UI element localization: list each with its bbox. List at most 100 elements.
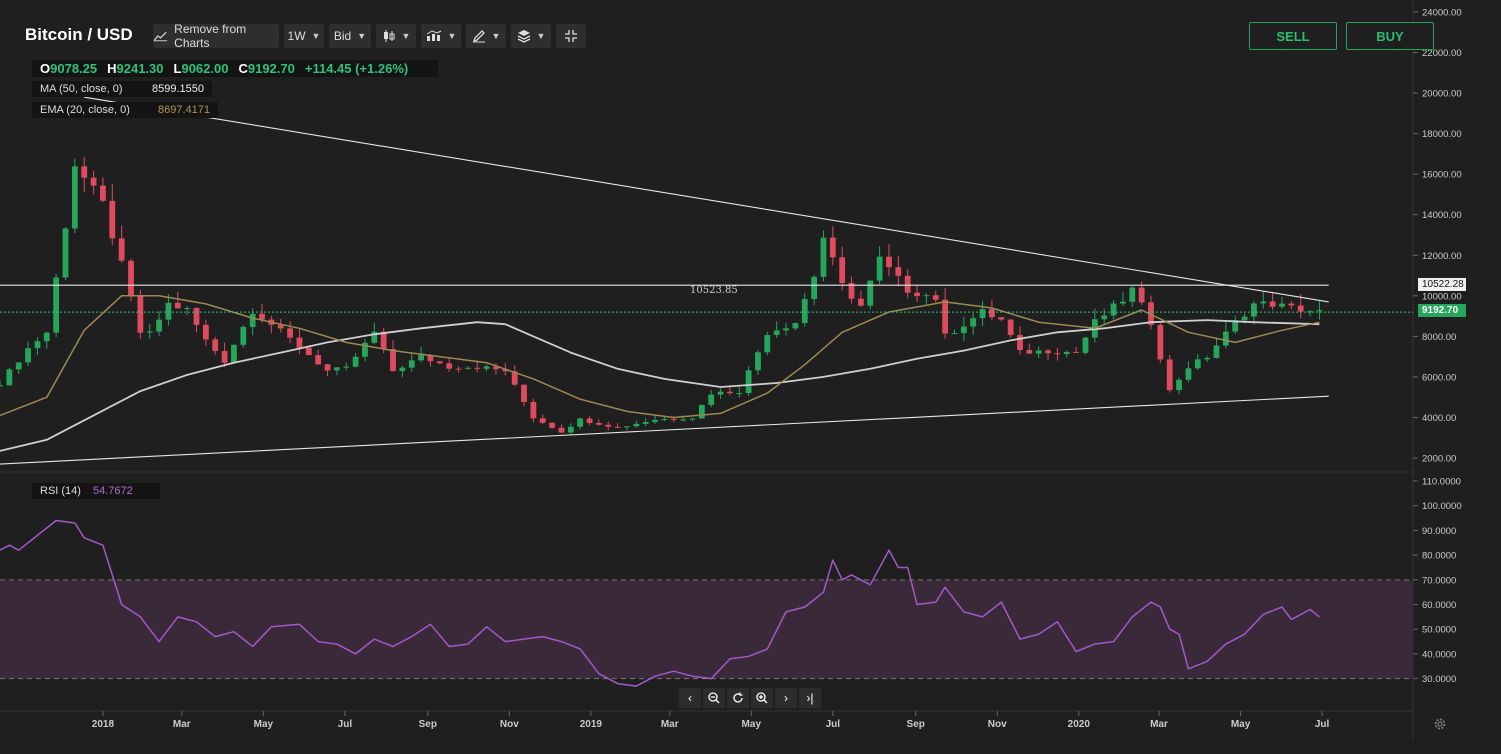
ma50-line	[0, 319, 1320, 452]
ema-legend[interactable]: EMA (20, close, 0) 8697.4171	[32, 102, 218, 118]
candle-body	[287, 328, 293, 338]
candle-body	[1017, 334, 1023, 350]
candle-body	[455, 368, 462, 370]
rsi-tick-label: 70.0000	[1422, 575, 1456, 586]
interval-dropdown[interactable]: 1W ▼	[284, 24, 324, 48]
candle-body	[296, 337, 303, 348]
candle-body	[558, 427, 565, 433]
ohlc-legend: O 9078.25 H 9241.30 L 9062.00 C 9192.70 +114…	[32, 60, 438, 77]
time-tick-label: Mar	[661, 719, 679, 730]
candle-body	[109, 200, 116, 239]
candle-body	[1045, 350, 1051, 354]
rsi-label: RSI (14)	[40, 485, 81, 497]
candle-body	[502, 369, 509, 372]
ma-value: 8599.1550	[152, 83, 204, 95]
candle-body	[333, 367, 340, 371]
low-key: L	[173, 61, 182, 76]
candle-body	[53, 277, 60, 333]
candle-body	[614, 426, 621, 428]
buy-button[interactable]: BUY	[1346, 22, 1434, 50]
candle-body	[1204, 357, 1211, 360]
candle-body	[914, 292, 920, 297]
zoom-in-icon	[756, 692, 768, 704]
price-type-dropdown[interactable]: Bid ▼	[329, 24, 371, 48]
candle-body	[839, 257, 846, 283]
scroll-left-button[interactable]: ‹	[679, 688, 701, 708]
candle-body	[708, 394, 715, 405]
price-tick-label: 22000.00	[1422, 48, 1462, 59]
chevron-down-icon: ▼	[491, 31, 501, 41]
candle-body	[642, 422, 649, 424]
candle-body	[1054, 353, 1061, 355]
chevron-down-icon: ▼	[357, 31, 367, 41]
candle-body	[81, 166, 88, 178]
candle-body	[1120, 301, 1126, 304]
candle-body	[1166, 359, 1173, 391]
time-tick-label: Sep	[419, 719, 437, 730]
zoom-out-button[interactable]	[703, 688, 725, 708]
ma-legend[interactable]: MA (50, close, 0) 8599.1550	[32, 81, 212, 97]
ma-label: MA (50, close, 0)	[40, 83, 123, 95]
chevron-down-icon: ▼	[447, 31, 457, 41]
indicators-dropdown[interactable]: ▼	[421, 24, 461, 48]
candle-body	[521, 384, 527, 403]
scroll-right-button[interactable]: ›	[775, 688, 797, 708]
chart-type-dropdown[interactable]: ▼	[376, 24, 416, 48]
candle-body	[960, 326, 967, 334]
rsi-tick-label: 60.0000	[1422, 600, 1456, 611]
sell-button[interactable]: SELL	[1249, 22, 1337, 50]
candle-body	[577, 418, 584, 427]
candle-body	[1260, 301, 1267, 304]
rsi-legend[interactable]: RSI (14) 54.7672	[32, 483, 160, 499]
candle-body	[427, 354, 434, 362]
chevron-down-icon: ▼	[311, 31, 321, 41]
current-price-tag: 9192.70	[1418, 304, 1466, 317]
layers-dropdown[interactable]: ▼	[511, 24, 551, 48]
candle-body	[820, 237, 827, 277]
candle-body	[25, 348, 31, 363]
scroll-to-end-button[interactable]: ›|	[799, 688, 821, 708]
price-tick-label: 10000.00	[1422, 291, 1462, 302]
candle-body	[1251, 303, 1257, 317]
candle-body	[259, 313, 265, 320]
candle-body	[736, 393, 743, 395]
zoom-out-icon	[708, 692, 720, 704]
candle-body	[249, 313, 256, 327]
candle-body	[1185, 368, 1192, 380]
collapse-icon	[565, 30, 577, 42]
time-tick-label: Jul	[826, 719, 841, 730]
time-tick-label: 2020	[1068, 719, 1091, 730]
candle-body	[43, 332, 50, 342]
candle-body	[783, 328, 789, 331]
candle-body	[773, 330, 780, 336]
candle-body	[1007, 319, 1014, 335]
candle-body	[829, 237, 836, 258]
price-tick-label: 16000.00	[1422, 170, 1462, 181]
candle-body	[343, 366, 350, 368]
remove-from-charts-button[interactable]: Remove from Charts	[153, 22, 279, 50]
drawing-tools-dropdown[interactable]: ▼	[466, 24, 506, 48]
zoom-in-button[interactable]	[751, 688, 773, 708]
price-tick-label: 18000.00	[1422, 129, 1462, 140]
time-tick-label: Mar	[173, 719, 191, 730]
candle-body	[1026, 349, 1033, 354]
candle-body	[352, 356, 359, 367]
chevron-right-icon: ›	[784, 691, 788, 705]
close-value: 9192.70	[247, 61, 295, 76]
candle-body	[595, 422, 602, 425]
candle-body	[755, 352, 761, 371]
candle-body	[399, 367, 406, 372]
time-tick-label: May	[1231, 719, 1251, 730]
candle-body	[202, 324, 209, 340]
candle-body	[436, 361, 443, 364]
skip-end-icon: ›|	[806, 691, 814, 705]
candle-body	[1157, 324, 1164, 360]
settings-button[interactable]	[1432, 716, 1448, 732]
reset-button[interactable]	[727, 688, 749, 708]
candle-body	[539, 418, 546, 423]
collapse-button[interactable]	[556, 24, 586, 48]
chevron-down-icon: ▼	[536, 31, 546, 41]
candle-body	[277, 324, 284, 329]
